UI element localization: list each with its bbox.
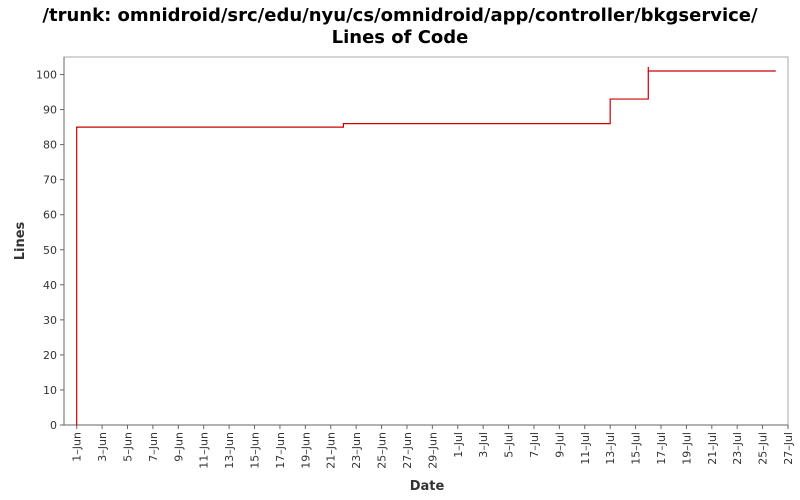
data-point — [647, 70, 649, 72]
x-tick-label: 25–Jun — [376, 432, 389, 469]
x-tick-label: 1–Jun — [71, 432, 84, 462]
x-tick-label: 7–Jun — [147, 432, 160, 462]
x-tick-label: 19–Jun — [299, 432, 312, 469]
x-tick-label: 23–Jul — [731, 432, 744, 465]
x-tick-label: 21–Jul — [706, 432, 719, 465]
y-tick-label: 20 — [43, 349, 57, 362]
data-point — [647, 66, 649, 69]
y-tick-label: 30 — [43, 314, 57, 327]
x-tick-label: 29–Jun — [426, 432, 439, 469]
x-tick-label: 15–Jul — [630, 432, 643, 465]
x-tick-label: 13–Jun — [223, 432, 236, 469]
x-tick-label: 15–Jun — [249, 432, 262, 469]
y-tick-label: 70 — [43, 174, 57, 187]
x-axis-label: Date — [410, 479, 445, 494]
x-tick-label: 21–Jun — [325, 432, 338, 469]
plot-area — [63, 56, 789, 426]
x-tick-label: 27–Jul — [782, 432, 795, 465]
y-tick-label: 40 — [43, 279, 57, 292]
data-point — [774, 70, 776, 72]
series-layer — [76, 66, 776, 426]
y-tick-label: 0 — [50, 419, 57, 432]
chart-title: /trunk: omnidroid/src/edu/nyu/cs/omnidro… — [42, 5, 758, 26]
x-tick-label: 23–Jun — [350, 432, 363, 469]
x-axis-ticks: 1–Jun 3–Jun 5–Jun 7–Jun 9–Jun 11–Jun 13–Jun 15–… — [71, 425, 795, 469]
x-tick-label: 5–Jul — [503, 432, 516, 458]
x-tick-label: 17–Jul — [655, 432, 668, 465]
y-tick-label: 100 — [36, 69, 57, 82]
x-tick-label: 11–Jul — [579, 432, 592, 465]
x-tick-label: 3–Jul — [477, 432, 490, 458]
x-tick-label: 1–Jul — [452, 432, 465, 458]
y-tick-label: 10 — [43, 384, 57, 397]
y-tick-label: 90 — [43, 104, 57, 117]
x-tick-label: 27–Jun — [401, 432, 414, 469]
x-tick-label: 25–Jul — [757, 432, 770, 465]
x-tick-label: 13–Jul — [604, 432, 617, 465]
chart-subtitle: Lines of Code — [332, 27, 469, 48]
x-tick-label: 9–Jul — [553, 432, 566, 458]
data-point — [76, 126, 78, 128]
x-tick-label: 19–Jul — [680, 432, 693, 465]
y-axis-label: Lines — [13, 221, 28, 260]
x-tick-label: 3–Jun — [96, 432, 109, 462]
y-tick-label: 80 — [43, 139, 57, 152]
y-axis-ticks: 0 10 20 30 40 50 60 70 80 90 100 — [36, 69, 64, 432]
x-tick-label: 9–Jun — [172, 432, 185, 462]
data-point — [342, 122, 345, 125]
series-line — [76, 67, 776, 425]
x-tick-label: 5–Jun — [122, 432, 135, 462]
x-tick-label: 11–Jun — [198, 432, 211, 469]
data-point — [76, 424, 78, 426]
data-point — [609, 98, 611, 100]
y-tick-label: 60 — [43, 209, 57, 222]
x-tick-label: 7–Jul — [528, 432, 541, 458]
y-tick-label: 50 — [43, 244, 57, 257]
x-tick-label: 17–Jun — [274, 432, 287, 469]
